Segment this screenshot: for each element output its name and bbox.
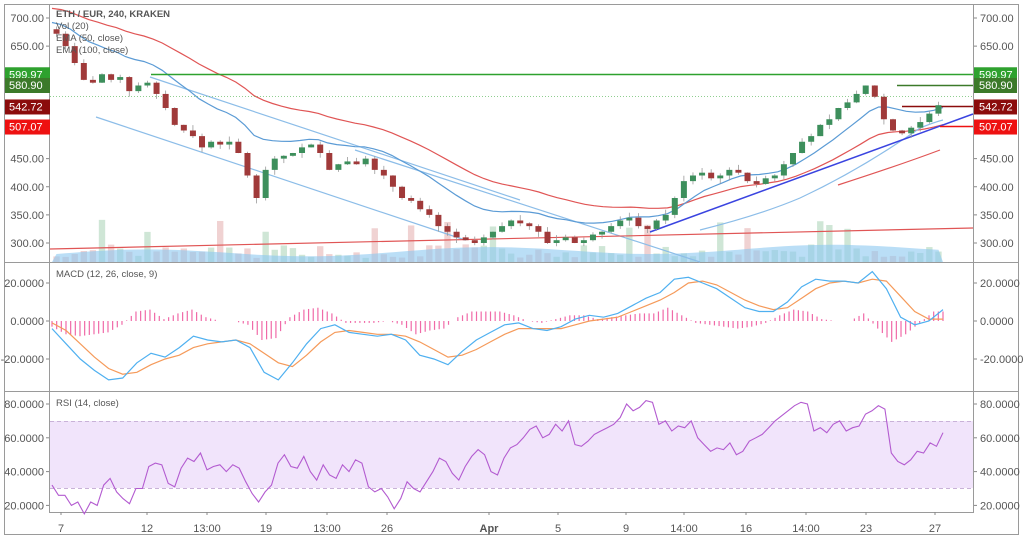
price-tick-label: 700.00: [980, 13, 1014, 25]
price-tick-label: 350.00: [980, 210, 1014, 222]
time-tick-label: 7: [58, 523, 64, 535]
time-tick-label: 16: [740, 523, 752, 535]
macd-histogram: [51, 307, 944, 342]
price-level-value: 507.07: [979, 122, 1013, 134]
price-level-badge: [974, 77, 1017, 93]
price-tick-label: 700.00: [10, 13, 44, 25]
price-level-badge: [974, 119, 1017, 135]
indicator-tick-label: 0.0000: [10, 316, 44, 328]
time-tick-label: 27: [929, 523, 941, 535]
price-level-badge: [5, 77, 50, 93]
price-level-value: 542.72: [979, 101, 1013, 113]
candlesticks: [53, 26, 942, 247]
price-tick-label: 650.00: [980, 41, 1014, 53]
indicator-tick-label: 60.0000: [4, 433, 44, 445]
support-trendline: [649, 113, 974, 233]
indicator-tick-label: 20.0000: [980, 278, 1020, 290]
price-level-value: 507.07: [9, 122, 43, 134]
macd-signal-line: [51, 278, 943, 375]
long-red-trendline: [49, 227, 974, 250]
price-legend-title: ETH / EUR, 240, KRAKEN: [56, 9, 170, 20]
price-tick-label: 400.00: [980, 182, 1014, 194]
indicator-tick-label: -20.0000: [1, 354, 44, 366]
time-tick-label: Apr: [480, 523, 500, 535]
channel-lines: [95, 76, 701, 263]
indicator-tick-label: 80.0000: [4, 399, 44, 411]
time-tick-label: 12: [141, 523, 153, 535]
legend-vol: Vol (20): [56, 21, 89, 32]
time-tick-label: 19: [260, 523, 272, 535]
ema50-recent: [699, 119, 944, 231]
legend-ema100: EMA (100, close): [56, 45, 128, 56]
time-tick-label: 13:00: [193, 523, 221, 535]
volume-ma-area: [52, 244, 943, 262]
macd-legend: MACD (12, 26, close, 9): [56, 269, 157, 280]
indicator-tick-label: 20.0000: [4, 278, 44, 290]
indicator-tick-label: 80.0000: [980, 399, 1020, 411]
time-axis[interactable]: 7 12 13:00 19 13:00 26 Apr 5 9 14:00 16 14:00 23 27: [58, 512, 941, 535]
rsi-line: [51, 399, 944, 516]
time-tick-label: 13:00: [313, 523, 341, 535]
indicator-tick-label: 40.0000: [980, 467, 1020, 479]
rsi-band: [50, 421, 973, 488]
price-tick-label: 350.00: [10, 210, 44, 222]
time-tick-label: 14:00: [792, 523, 820, 535]
time-tick-label: 9: [623, 523, 629, 535]
indicator-tick-label: 20.0000: [980, 500, 1020, 512]
price-level-value: 542.72: [9, 101, 43, 113]
price-tick-label: 300.00: [980, 238, 1014, 250]
time-tick-label: 26: [381, 523, 393, 535]
indicator-tick-label: 0.0000: [980, 316, 1014, 328]
time-tick-label: 5: [555, 523, 561, 535]
price-tick-label: 650.00: [10, 41, 44, 53]
ema100-line: [51, 7, 944, 209]
indicator-tick-label: 40.0000: [4, 467, 44, 479]
indicator-tick-label: 60.0000: [980, 433, 1020, 445]
price-tick-label: 450.00: [980, 154, 1014, 166]
price-tick-label: 300.00: [10, 238, 44, 250]
indicator-tick-label: -20.0000: [980, 354, 1023, 366]
indicator-tick-label: 20.0000: [4, 500, 44, 512]
price-tick-label: 400.00: [10, 182, 44, 194]
price-level-badge: [5, 119, 50, 135]
price-tick-label: 450.00: [10, 154, 44, 166]
time-tick-label: 23: [860, 523, 872, 535]
macd-line: [51, 270, 944, 381]
rsi-legend: RSI (14, close): [56, 398, 119, 409]
price-level-badge: [5, 99, 50, 115]
ema100-recent: [837, 149, 941, 186]
ema50-line: [51, 21, 944, 224]
price-level-badge: [974, 99, 1017, 115]
price-level-value: 580.90: [979, 80, 1013, 92]
left-price-axis[interactable]: 300.00 350.00 400.00 450.00 650.00 700.00 20.0…: [1, 13, 49, 512]
right-price-axis[interactable]: 300.00 350.00 400.00 450.00 650.00 700.00 20.0…: [974, 13, 1023, 512]
legend-ema50: EMA (50, close): [56, 33, 123, 44]
price-level-value: 580.90: [9, 80, 43, 92]
time-tick-label: 14:00: [670, 523, 698, 535]
